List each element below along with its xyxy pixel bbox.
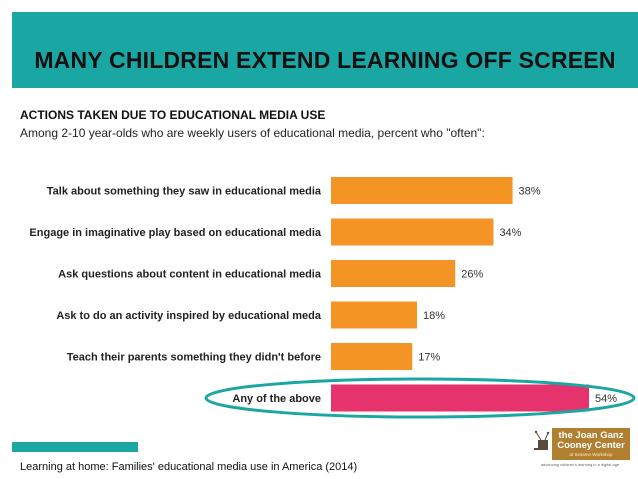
logo-line-2: Cooney Center: [557, 440, 625, 451]
bar-2: [331, 260, 456, 287]
value-label-4: 17%: [418, 352, 440, 364]
title-banner: MANY CHILDREN EXTEND LEARNING OFF SCREEN: [12, 12, 638, 88]
category-label-2: Ask questions about content in education…: [58, 269, 322, 281]
slide-title: MANY CHILDREN EXTEND LEARNING OFF SCREEN: [34, 47, 616, 73]
highlight-ellipse: [204, 377, 636, 419]
logo-subtext: at Sesame Workshop: [569, 452, 613, 457]
chart-heading: ACTIONS TAKEN DUE TO EDUCATIONAL MEDIA U…: [20, 108, 326, 122]
cooney-center-logo: the Joan Ganz Cooney Center at Sesame Wo…: [528, 426, 632, 470]
source-note: Learning at home: Families' educational …: [20, 461, 358, 473]
value-label-1: 34%: [499, 227, 521, 239]
logo-box: the Joan Ganz Cooney Center at Sesame Wo…: [552, 428, 630, 460]
value-label-5: 54%: [595, 393, 617, 405]
category-label-0: Talk about something they saw in educati…: [47, 186, 322, 198]
category-label-1: Engage in imaginative play based on educ…: [29, 227, 321, 239]
chart-description: Among 2-10 year-olds who are weekly user…: [20, 126, 485, 140]
category-label-3: Ask to do an activity inspired by educat…: [56, 310, 322, 322]
footer-accent-bar: [12, 442, 138, 452]
logo-figure-icon: [534, 430, 550, 450]
value-label-0: 38%: [519, 186, 541, 198]
bar-5: [331, 384, 589, 412]
value-label-3: 18%: [423, 310, 445, 322]
bar-1: [331, 218, 494, 246]
category-label-4: Teach their parents something they didn'…: [67, 352, 321, 364]
bar-4: [331, 343, 413, 370]
logo-tagline: advancing children's learning in a digit…: [540, 462, 620, 467]
logo-line-1: the Joan Ganz: [558, 430, 624, 441]
bar-0: [331, 177, 513, 204]
bar-3: [331, 301, 417, 329]
value-label-2: 26%: [461, 269, 483, 281]
category-label-5: Any of the above: [232, 393, 321, 405]
